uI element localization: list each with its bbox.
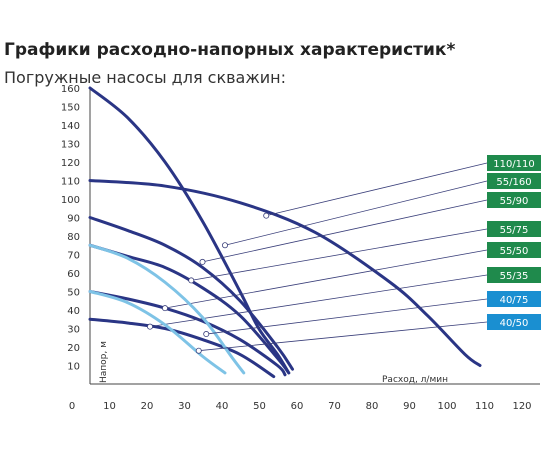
x-axis-label: Расход, л/мин — [382, 375, 448, 385]
y-tick-label: 130 — [61, 140, 80, 151]
x-tick-label: 50 — [253, 401, 266, 412]
x-tick-label: 80 — [366, 401, 379, 412]
y-tick-label: 90 — [67, 214, 80, 225]
y-tick-label: 100 — [61, 195, 80, 206]
page-title: Графики расходно-напорных характеристик* — [4, 40, 456, 60]
marker-point — [188, 277, 195, 284]
y-tick-label: 60 — [67, 269, 80, 280]
legend-badge — [487, 291, 541, 307]
y-tick-label: 120 — [61, 158, 80, 169]
leader-line — [198, 321, 488, 352]
leader-line — [206, 298, 488, 335]
x-tick-label: 0 — [69, 401, 75, 412]
legend-badge — [487, 221, 541, 237]
legend-label: 110/110 — [493, 159, 535, 170]
y-tick-label: 40 — [67, 306, 80, 317]
leader-line — [164, 249, 488, 309]
legend-label: 55/160 — [496, 177, 531, 188]
series-line-55-75 — [88, 243, 291, 375]
marker-point — [221, 242, 228, 249]
legend-label: 55/50 — [500, 246, 529, 257]
y-tick-label: 160 — [61, 84, 80, 95]
marker-point — [161, 305, 168, 312]
x-tick-label: 90 — [403, 401, 416, 412]
series-line-40-75 — [88, 243, 246, 375]
series-line-55-35 — [88, 317, 276, 379]
y-tick-label: 150 — [61, 103, 80, 114]
y-tick-label: 80 — [67, 232, 80, 243]
y-tick-label: 70 — [67, 251, 80, 262]
x-tick-label: 10 — [103, 401, 116, 412]
leader-line — [224, 180, 488, 246]
leader-line — [266, 162, 488, 217]
legend-badge — [487, 155, 541, 171]
legend-badge — [487, 173, 541, 189]
legend-label: 40/50 — [500, 318, 529, 329]
x-tick-label: 70 — [328, 401, 341, 412]
legend-label: 55/35 — [500, 271, 529, 282]
y-tick-label: 30 — [67, 325, 80, 336]
y-tick-label: 50 — [67, 288, 80, 299]
legend-badge — [487, 314, 541, 330]
series-line-110-110 — [88, 179, 482, 367]
legend-badge — [487, 242, 541, 258]
legend-label: 40/75 — [500, 295, 529, 306]
legend-badge — [487, 267, 541, 283]
marker-point — [263, 212, 270, 219]
leader-line — [149, 274, 488, 328]
page-subtitle: Погружные насосы для скважин: — [4, 68, 287, 87]
y-axis-label: Напор, м — [99, 341, 109, 383]
legend-label: 55/90 — [500, 196, 529, 207]
x-tick-label: 40 — [216, 401, 229, 412]
marker-point — [203, 331, 210, 338]
legend-label: 55/75 — [500, 225, 529, 236]
y-tick-label: 20 — [67, 343, 80, 354]
marker-point — [199, 258, 206, 265]
leader-line — [202, 199, 488, 263]
marker-point — [195, 347, 202, 354]
x-tick-label: 30 — [178, 401, 191, 412]
y-tick-label: 10 — [67, 362, 80, 373]
x-tick-label: 100 — [437, 401, 456, 412]
legend-badge — [487, 192, 541, 208]
x-tick-label: 60 — [291, 401, 304, 412]
x-tick-label: 20 — [141, 401, 154, 412]
y-tick-label: 140 — [61, 121, 80, 132]
y-tick-label: 110 — [61, 177, 80, 188]
leader-line — [191, 228, 488, 281]
marker-point — [146, 323, 153, 330]
series-line-55-90 — [88, 216, 294, 371]
x-tick-label: 120 — [512, 401, 531, 412]
series-line-55-160 — [88, 86, 291, 375]
series-line-55-50 — [88, 290, 287, 377]
x-tick-label: 110 — [475, 401, 494, 412]
series-line-40-50 — [88, 290, 227, 375]
